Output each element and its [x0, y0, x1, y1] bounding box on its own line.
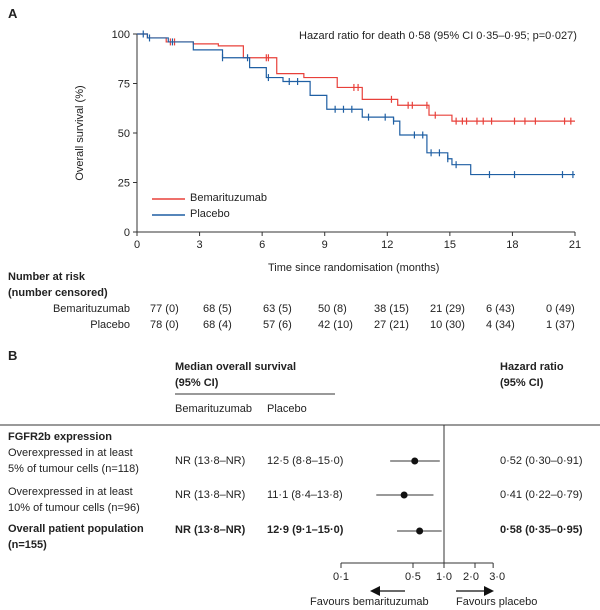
hazard-ratio-point	[416, 527, 424, 535]
x-tick-label: 18	[506, 239, 518, 251]
row1-bema: NR (13·8–NR)	[175, 455, 246, 467]
km-curve-bemarituzumab	[137, 33, 575, 122]
risk-cell: 1 (37)	[546, 319, 575, 331]
risk-cell: 77 (0)	[150, 303, 179, 315]
favours-bemarituzumab-label: Favours bemarituzumab	[310, 596, 429, 608]
x-tick-label: 3	[197, 239, 203, 251]
risk-cell: 57 (6)	[263, 319, 292, 331]
y-tick-label: 100	[112, 29, 130, 41]
legend-bemarituzumab: Bemarituzumab	[190, 192, 268, 204]
risk-cell: 38 (15)	[374, 303, 409, 315]
hazard-ratio-point	[411, 457, 419, 465]
median-header: Median overall survival	[175, 361, 297, 373]
x-tick-label: 15	[444, 239, 456, 251]
forest-tick-label: 0·5	[405, 571, 421, 583]
row2-placebo: 11·1 (8·4–13·8)	[267, 489, 343, 501]
row3-bema: NR (13·8–NR)	[175, 524, 246, 536]
favours-placebo-label: Favours placebo	[456, 596, 538, 608]
left-arrowhead	[370, 586, 380, 596]
forest-tick-label: 2·0	[463, 571, 479, 583]
forest-tick-label: 0·1	[333, 571, 349, 583]
hr-header-ci: (95% CI)	[500, 377, 544, 389]
risk-cell: 68 (4)	[203, 319, 232, 331]
risk-cell: 4 (34)	[486, 319, 515, 331]
y-axis-label: Overall survival (%)	[74, 85, 86, 181]
risk-title: Number at risk	[8, 271, 86, 283]
x-tick-label: 9	[322, 239, 328, 251]
y-tick-label: 25	[118, 178, 130, 190]
row1-label2: 5% of tumour cells (n=118)	[8, 463, 139, 475]
forest-tick-label: 1·0	[436, 571, 452, 583]
right-arrowhead	[484, 586, 494, 596]
hr-header: Hazard ratio	[500, 361, 564, 373]
row3-label: Overall patient population	[8, 523, 144, 535]
risk-cell: 21 (29)	[430, 303, 465, 315]
row3-label2: (n=155)	[8, 539, 47, 551]
x-tick-label: 6	[259, 239, 265, 251]
panel-b-label: B	[8, 348, 18, 363]
row2-label2: 10% of tumour cells (n=96)	[8, 502, 140, 514]
forest-tick-label: 3·0	[489, 571, 505, 583]
row1-label: Overexpressed in at least	[8, 447, 133, 459]
risk-cell: 42 (10)	[318, 319, 353, 331]
risk-row-label: Bemarituzumab	[52, 303, 130, 315]
group-label: FGFR2b expression	[8, 431, 112, 443]
legend-placebo: Placebo	[190, 208, 230, 220]
km-curve-placebo	[137, 33, 575, 176]
x-tick-label: 0	[134, 239, 140, 251]
y-tick-label: 75	[118, 79, 130, 91]
risk-row-label: Placebo	[90, 319, 130, 331]
y-tick-label: 50	[118, 128, 130, 140]
row3-placebo: 12·9 (9·1–15·0)	[267, 524, 344, 536]
hazard-ratio-annotation: Hazard ratio for death 0·58 (95% CI 0·35…	[299, 30, 577, 42]
risk-cell: 10 (30)	[430, 319, 465, 331]
col-bemarituzumab: Bemarituzumab	[175, 403, 253, 415]
col-placebo: Placebo	[267, 403, 307, 415]
risk-cell: 63 (5)	[263, 303, 292, 315]
median-header-ci: (95% CI)	[175, 377, 219, 389]
x-tick-label: 21	[569, 239, 581, 251]
risk-cell: 27 (21)	[374, 319, 409, 331]
x-axis-label: Time since randomisation (months)	[268, 262, 440, 274]
risk-cell: 0 (49)	[546, 303, 575, 315]
panel-a-label: A	[8, 6, 18, 21]
row2-label: Overexpressed in at least	[8, 486, 133, 498]
risk-cell: 78 (0)	[150, 319, 179, 331]
x-tick-label: 12	[381, 239, 393, 251]
risk-cell: 68 (5)	[203, 303, 232, 315]
row1-hr: 0·52 (0·30–0·91)	[500, 455, 583, 467]
y-tick-label: 0	[124, 227, 130, 239]
row2-bema: NR (13·8–NR)	[175, 489, 246, 501]
hazard-ratio-point	[400, 491, 408, 499]
row2-hr: 0·41 (0·22–0·79)	[500, 489, 583, 501]
risk-cell: 50 (8)	[318, 303, 347, 315]
risk-subtitle: (number censored)	[8, 287, 108, 299]
risk-cell: 6 (43)	[486, 303, 515, 315]
row1-placebo: 12·5 (8·8–15·0)	[267, 455, 344, 467]
row3-hr: 0·58 (0·35–0·95)	[500, 524, 583, 536]
